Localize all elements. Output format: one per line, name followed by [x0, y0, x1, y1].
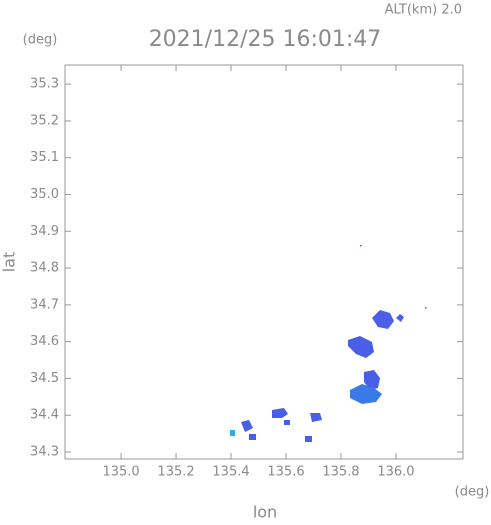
plot-frame — [64, 64, 464, 460]
x-tick-label: 135.8 — [322, 465, 359, 480]
y-tick-label: 35.1 — [30, 150, 59, 165]
altitude: ALT(km) 2.0 — [385, 3, 462, 18]
x-unit: (deg) — [455, 485, 490, 500]
x-tick-label: 135.6 — [267, 465, 304, 480]
echo — [360, 245, 362, 247]
x-axis-label: lon — [253, 503, 277, 522]
y-unit: (deg) — [23, 33, 58, 48]
echo — [310, 413, 322, 422]
echo — [348, 336, 374, 358]
y-tick-label: 34.7 — [30, 297, 59, 312]
x-tick-label: 135.4 — [212, 465, 249, 480]
echo — [272, 408, 290, 425]
echo — [364, 370, 380, 390]
x-tick-label: 136.0 — [377, 465, 414, 480]
x-tick-label: 135.2 — [157, 465, 194, 480]
echo — [372, 310, 404, 329]
x-tick-label: 135.0 — [102, 465, 139, 480]
y-tick-label: 34.9 — [30, 224, 59, 239]
echo — [241, 420, 256, 440]
y-axis-label: lat — [0, 252, 19, 273]
echo — [350, 384, 382, 404]
y-tick-label: 35.0 — [30, 187, 59, 202]
y-tick-label: 34.5 — [30, 371, 59, 386]
echo — [305, 436, 312, 442]
y-tick-label: 35.2 — [30, 113, 59, 128]
y-tick-label: 34.6 — [30, 334, 59, 349]
y-tick-label: 34.8 — [30, 261, 59, 276]
y-tick-label: 34.3 — [30, 445, 59, 460]
chart-title: 2021/12/25 16:01:47 — [149, 27, 382, 52]
echo — [230, 430, 235, 436]
y-tick-label: 35.3 — [30, 77, 59, 92]
y-tick-label: 34.4 — [30, 408, 59, 423]
echoes — [230, 245, 427, 442]
echo — [425, 307, 427, 309]
